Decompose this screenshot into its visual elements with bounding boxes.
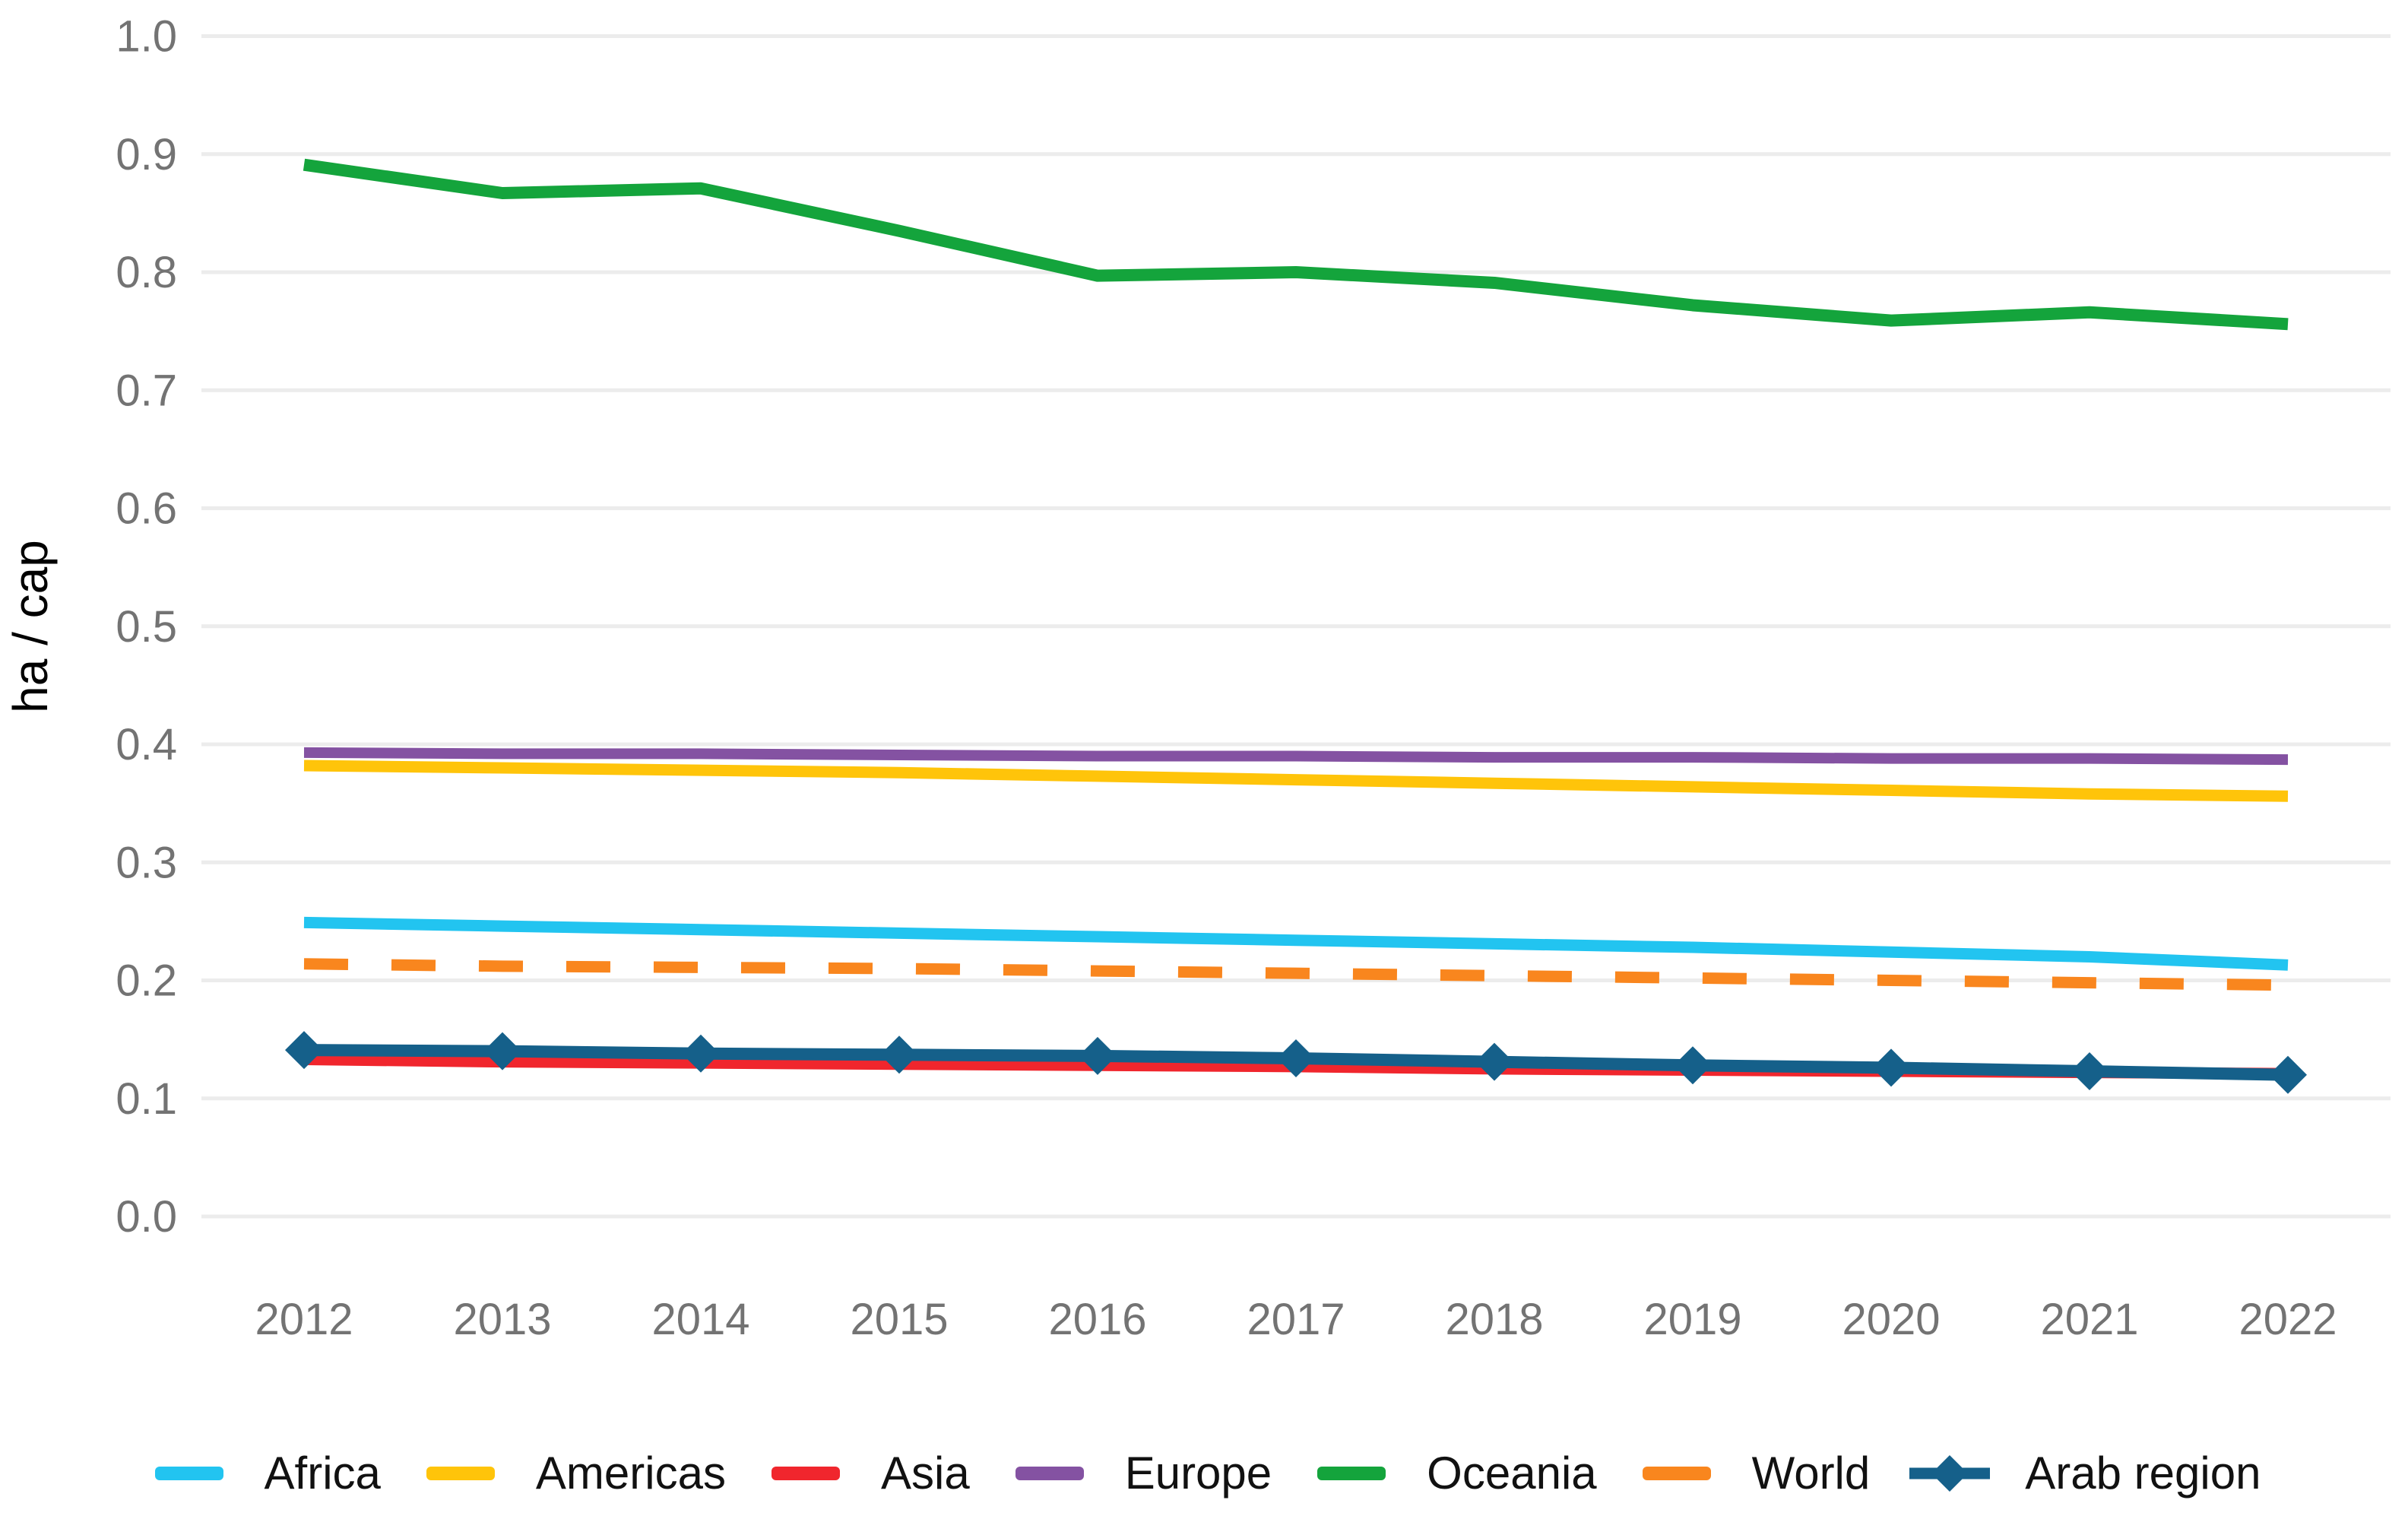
legend-item-europe: Europe [1008,1451,1272,1496]
legend-item-world: World [1635,1448,1871,1499]
arab-region-marker-icon [1277,1039,1315,1077]
series-lines-group [285,158,2307,1094]
legend-item-arab-region: Arab region [1908,1451,2261,1496]
legend-swatch-oceania-icon [1317,1467,1386,1480]
x-tick-label: 2019 [1643,1295,1741,1344]
series-line-europe [303,747,2289,766]
legend-color-bar [154,1467,223,1480]
legend-label: Oceania [1427,1448,1597,1499]
arab-region-marker-icon [483,1032,521,1070]
x-tick-label: 2017 [1247,1295,1345,1344]
legend-label: Americas [535,1448,726,1499]
legend-color-bar [1317,1467,1386,1480]
arab-region-marker-icon [682,1034,720,1073]
x-tick-label: 2015 [850,1295,948,1344]
y-tick-label: 0.3 [116,838,177,887]
arab-region-marker-icon [1872,1048,1910,1087]
legend-color-bar [426,1467,495,1480]
y-tick-label: 0.0 [116,1192,177,1242]
y-tick-label: 0.7 [116,366,177,415]
y-tick-label: 0.9 [116,130,177,179]
legend-color-bar [1642,1467,1711,1480]
series-line-americas [303,760,2289,802]
legend-label: Europe [1124,1448,1272,1499]
legend-swatch-world-icon [1642,1467,1711,1480]
x-tick-label: 2013 [453,1295,551,1344]
series-line-oceania [303,158,2289,331]
legend-swatch-americas-icon [426,1467,495,1480]
x-tick-label: 2016 [1048,1295,1146,1344]
arab-region-marker-icon [1079,1036,1117,1075]
legend-color-bar [1015,1467,1084,1480]
x-tick-label: 2012 [255,1295,353,1344]
arab-region-marker-icon [1475,1042,1513,1081]
arab-region-marker-icon [2071,1052,2109,1091]
x-tick-label: 2022 [2238,1295,2337,1344]
legend-swatch-asia-icon [771,1467,840,1480]
legend-color-bar [771,1467,840,1480]
y-tick-label: 0.1 [116,1074,177,1124]
x-tick-label: 2014 [651,1295,749,1344]
y-tick-label: 0.8 [116,248,177,297]
legend-swatch-europe-icon [1015,1467,1084,1480]
arab-region-marker-icon [2269,1055,2307,1094]
legend-label: World [1751,1448,1871,1499]
legend-item-asia: Asia [764,1451,970,1496]
legend-item-oceania: Oceania [1310,1448,1597,1499]
series-line-world [303,958,2289,991]
legend-swatch-arab-region-icon [1909,1455,1991,1492]
y-tick-label: 0.6 [116,484,177,534]
y-tick-label: 1.0 [116,12,177,62]
y-axis-tick-labels: 0.0 0.1 0.2 0.3 0.4 0.5 0.6 0.7 0.8 0.9 1.0 [116,12,177,1242]
series-line-africa [303,916,2289,971]
legend-item-americas: Americas [419,1451,726,1496]
x-tick-label: 2021 [2040,1295,2138,1344]
y-axis-title: ha / cap [3,540,58,713]
y-tick-label: 0.5 [116,602,177,652]
legend-label: Arab region [2025,1448,2261,1499]
legend-item-africa: Africa [147,1451,381,1496]
x-tick-label: 2018 [1445,1295,1543,1344]
x-tick-label: 2020 [1842,1295,1940,1344]
legend-diamond-icon [1931,1455,1969,1492]
arab-region-marker-icon [880,1036,918,1074]
arab-region-marker-icon [1674,1046,1712,1085]
x-axis-tick-labels: 2012 2013 2014 2015 2016 2017 2018 2019 2020 2021… [255,1295,2337,1344]
y-tick-label: 0.4 [116,720,177,769]
legend-label: Africa [264,1448,381,1499]
legend-swatch-africa-icon [154,1467,223,1480]
arab-region-marker-icon [285,1031,323,1070]
chart-legend: Africa Americas Asia Europe Oceania World Arab… [0,1445,2408,1502]
y-tick-label: 0.2 [116,956,177,1006]
legend-label: Asia [880,1448,970,1499]
